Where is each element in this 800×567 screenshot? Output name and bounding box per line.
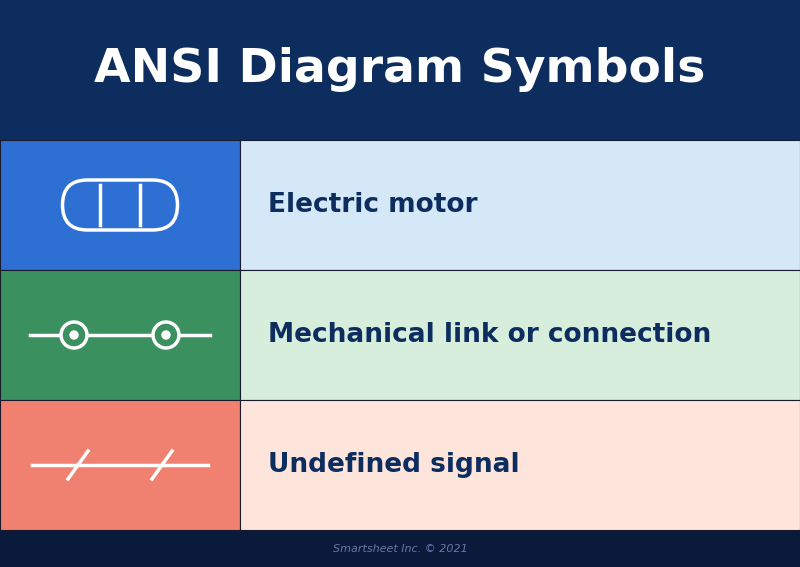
Text: Smartsheet Inc. © 2021: Smartsheet Inc. © 2021 (333, 544, 467, 553)
Bar (0, 270, 240, 400)
Circle shape (153, 322, 179, 348)
Bar (0, 530, 800, 567)
Text: Electric motor: Electric motor (268, 192, 478, 218)
Bar (240, 140, 800, 270)
Bar (0, 0, 800, 140)
Circle shape (162, 331, 170, 339)
Bar (240, 270, 800, 400)
Text: ANSI Diagram Symbols: ANSI Diagram Symbols (94, 48, 706, 92)
Text: Undefined signal: Undefined signal (268, 452, 520, 478)
Text: Mechanical link or connection: Mechanical link or connection (268, 322, 711, 348)
Bar (0, 140, 240, 270)
Bar (240, 400, 800, 530)
Circle shape (61, 322, 87, 348)
Circle shape (70, 331, 78, 339)
Bar (0, 400, 240, 530)
